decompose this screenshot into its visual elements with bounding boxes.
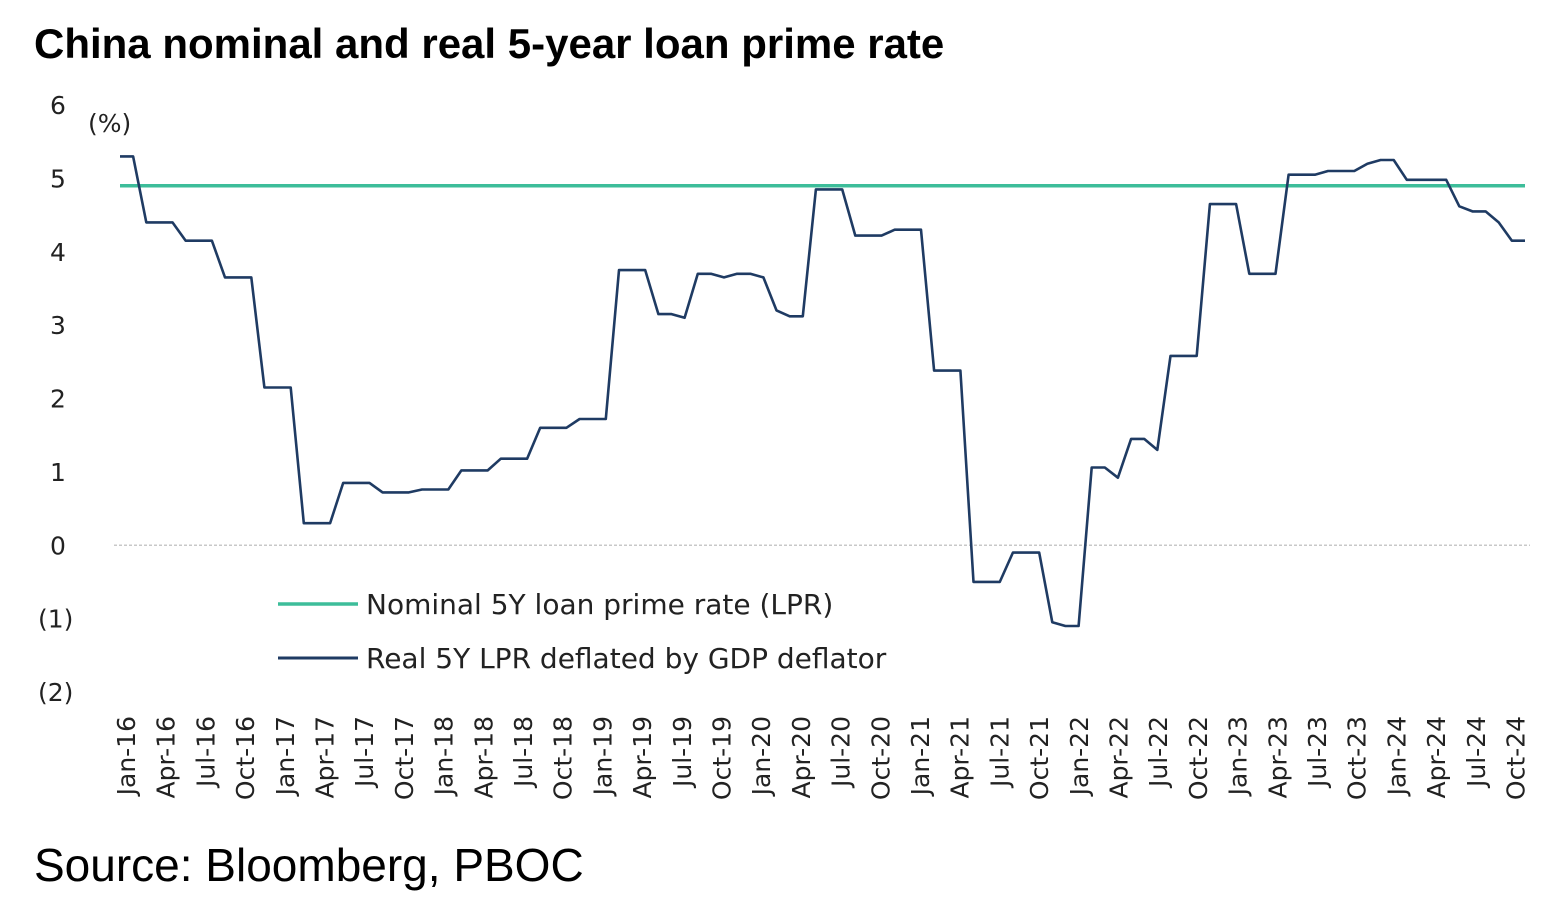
x-tick-label: Oct-20 [866, 716, 895, 800]
legend-label-real: Real 5Y LPR deflated by GDP deflator [366, 642, 887, 675]
x-tick-label: Jul-19 [668, 716, 697, 789]
x-tick-label: Apr-17 [311, 716, 340, 798]
legend-label-nominal: Nominal 5Y loan prime rate (LPR) [366, 588, 833, 621]
x-tick-label: Apr-18 [469, 716, 498, 798]
x-tick-label: Jan-22 [1065, 716, 1094, 797]
x-tick-label: Apr-20 [787, 716, 816, 798]
y-tick-label: 5 [50, 164, 66, 193]
x-tick-label: Jan-20 [747, 716, 776, 797]
source-note: Source: Bloomberg, PBOC [34, 839, 584, 891]
x-tick-label: Jul-17 [350, 716, 379, 789]
x-tick-label: Apr-22 [1105, 716, 1134, 798]
y-tick-label: (2) [38, 678, 73, 707]
y-axis: 6 5 4 3 2 1 0 (1) (2) [38, 91, 73, 707]
series-layer [120, 155, 1525, 628]
x-tick-label: Jul-22 [1144, 716, 1173, 789]
x-tick-label: Apr-24 [1422, 716, 1451, 798]
x-tick-label: Oct-17 [390, 716, 419, 800]
x-tick-label: Jan-24 [1382, 716, 1411, 797]
x-tick-label: Jul-23 [1303, 716, 1332, 789]
chart-title: China nominal and real 5-year loan prime… [34, 20, 945, 67]
y-tick-label: 4 [50, 238, 66, 267]
y-tick-label: (1) [38, 605, 73, 634]
x-tick-label: Jan-21 [906, 716, 935, 797]
x-tick-label: Jan-18 [430, 716, 459, 797]
x-tick-label: Jul-24 [1462, 716, 1491, 789]
x-tick-label: Oct-18 [549, 716, 578, 800]
x-tick-label: Oct-23 [1343, 716, 1372, 800]
x-tick-label: Jul-18 [509, 716, 538, 789]
y-tick-label: 1 [50, 458, 66, 487]
x-tick-label: Oct-24 [1502, 716, 1531, 800]
x-tick-label: Jan-16 [112, 716, 141, 797]
x-tick-label: Jul-16 [191, 716, 220, 789]
y-tick-label: 6 [50, 91, 66, 120]
x-tick-label: Apr-23 [1263, 716, 1292, 798]
legend: Nominal 5Y loan prime rate (LPR) Real 5Y… [278, 588, 887, 675]
y-tick-label: 3 [50, 311, 66, 340]
x-tick-label: Oct-16 [231, 716, 260, 800]
y-tick-label: 2 [50, 385, 66, 414]
y-tick-label: 0 [50, 531, 66, 560]
x-tick-label: Oct-19 [708, 716, 737, 800]
x-tick-label: Jul-21 [985, 716, 1014, 789]
x-tick-label: Oct-22 [1184, 716, 1213, 800]
real-lpr-line [120, 155, 1525, 628]
x-axis: Jan-16 Apr-16 Jul-16 Oct-16 Jan-17 Apr-17 Jul-… [112, 716, 1531, 800]
x-tick-label: Apr-16 [152, 716, 181, 798]
x-tick-label: Apr-19 [628, 716, 657, 798]
x-tick-label: Jan-17 [271, 716, 300, 797]
x-tick-label: Oct-21 [1025, 716, 1054, 800]
x-tick-label: Jul-20 [827, 716, 856, 789]
x-tick-label: Apr-21 [946, 716, 975, 798]
y-axis-unit: (%) [88, 109, 131, 138]
x-tick-label: Jan-19 [588, 716, 617, 797]
x-tick-label: Jan-23 [1224, 716, 1253, 797]
